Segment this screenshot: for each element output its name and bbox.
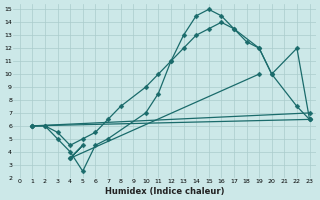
X-axis label: Humidex (Indice chaleur): Humidex (Indice chaleur) [105,187,224,196]
